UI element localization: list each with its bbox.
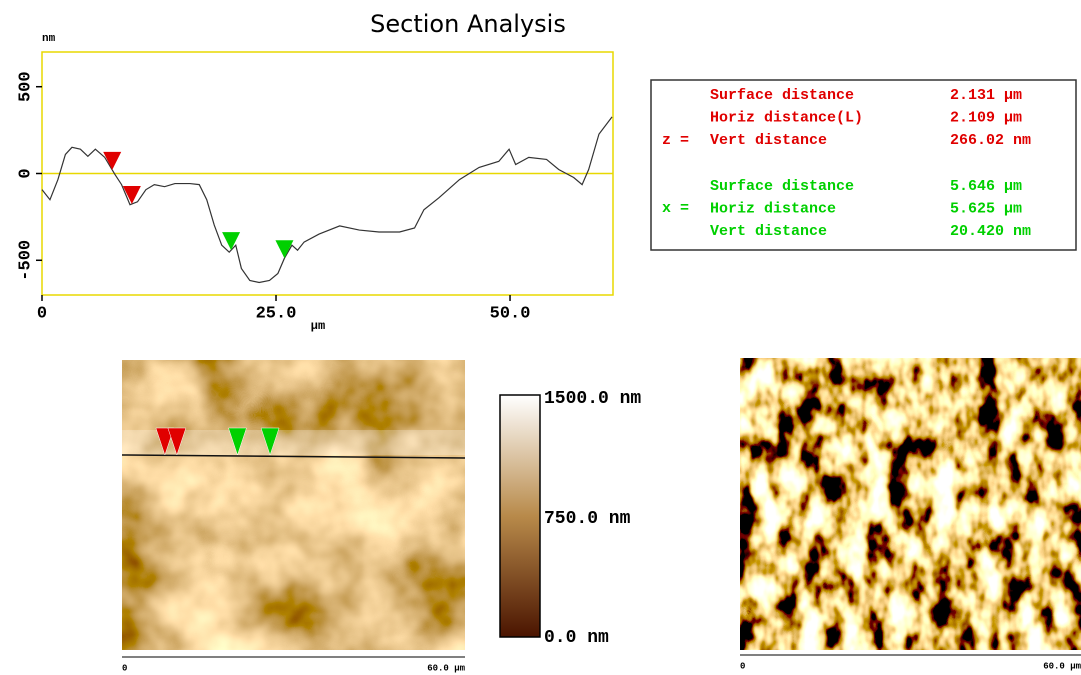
measurement-name: Surface distance [710,87,854,104]
image-cursor [167,427,187,456]
image-axis-label: 0 [740,661,745,671]
measurement-value: 2.109 µm [950,109,1022,126]
profile-line [41,116,613,284]
x-tick-label: 0 [37,304,47,323]
height-image [122,360,465,650]
chart-title: Section Analysis [370,10,566,38]
measurement-value: 20.420 nm [950,223,1031,240]
measurement-symbol: x = [662,200,689,217]
x-tick-label: 25.0 [256,304,297,323]
y-tick-label: 500 [16,71,35,102]
x-axis-label: µm [311,319,325,333]
image-cursor [260,427,280,456]
measurement-symbol: z = [662,132,689,149]
x-tick-label: 50.0 [490,304,531,323]
section-line [121,454,466,459]
image-axis-label: 60.0 µm [427,663,465,673]
measurement-name: Vert distance [710,132,827,149]
measurement-name: Horiz distance(L) [710,109,863,126]
measurement-value: 266.02 nm [950,132,1031,149]
measurement-panel [650,79,1077,251]
measurement-name: Horiz distance [710,200,836,217]
cursor [275,240,294,259]
image-cursor [228,427,247,456]
cursor [103,151,122,170]
scale-label: 1500.0 nm [544,389,641,409]
measurement-name: Surface distance [710,178,854,195]
phase-image [740,358,1081,650]
image-axis-label: 0 [122,663,127,673]
cursor [222,232,241,251]
y-tick-label: -500 [16,240,35,281]
measurement-value: 5.646 µm [950,178,1022,195]
color-scale [499,394,541,638]
y-tick-label: 0 [16,168,35,178]
measurement-value: 2.131 µm [950,87,1022,104]
image-cursor [155,427,175,456]
scale-label: 0.0 nm [544,628,609,648]
cursor [122,186,141,205]
measurement-name: Vert distance [710,223,827,240]
scale-label: 750.0 nm [544,509,631,529]
y-unit: nm [42,33,56,45]
image-axis-label: 60.0 µm [1043,661,1081,671]
measurement-value: 5.625 µm [950,200,1022,217]
